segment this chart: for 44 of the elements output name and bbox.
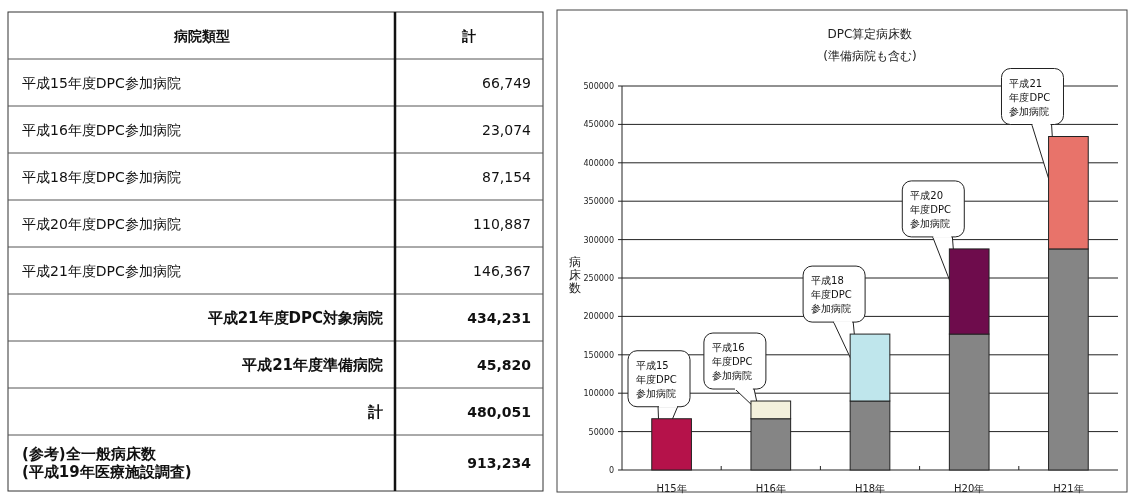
text: 計	[461, 27, 476, 44]
text: 87,154	[482, 168, 532, 185]
text: 平成21年度DPC対象病院	[206, 308, 383, 327]
x-tick-label: H21年	[1053, 483, 1084, 494]
text: 66,749	[482, 74, 531, 91]
annotation: 平成16年度DPC参加病院	[711, 342, 753, 382]
chart-subtitle: (準備病院も含む)	[823, 49, 917, 63]
chart-title: DPC算定病床数	[827, 27, 913, 41]
y-tick-label: 150000	[583, 350, 614, 360]
y-tick-label: 350000	[583, 197, 614, 207]
y-tick-label: 50000	[588, 427, 614, 437]
text: 平成18年度DPC参加病院	[22, 168, 181, 185]
text: 平成21年度DPC参加病院	[22, 262, 181, 279]
annotation: 平成15年度DPC参加病院	[636, 359, 677, 399]
text: 110,887	[473, 215, 531, 232]
x-tick-label: H18年	[854, 483, 886, 494]
y-tick-label: 100000	[583, 389, 614, 399]
x-tick-label: H20年	[954, 483, 985, 494]
text: 434,231	[467, 309, 531, 326]
text: 病院類型	[172, 27, 230, 44]
text: 平成20年度DPC参加病院	[22, 215, 181, 232]
y-tick-label: 500000	[583, 82, 614, 91]
annotation: 平成21年度DPC参加病院	[1009, 77, 1051, 117]
text: 45,820	[476, 356, 532, 373]
y-tick-label: 0	[608, 466, 614, 475]
y-axis-title: 病床数	[569, 255, 581, 295]
text: 平成15年度DPC参加病院	[22, 74, 181, 91]
text: 146,367	[473, 262, 531, 279]
text: 平成16年度DPC参加病院	[22, 121, 181, 138]
y-tick-label: 400000	[583, 158, 614, 168]
text: (参考)全一般病床数 (平成19年医療施設調査)	[22, 445, 192, 481]
x-tick-label: H16年	[755, 483, 786, 494]
y-tick-label: 250000	[583, 274, 614, 283]
text: 913,234	[467, 455, 532, 471]
y-tick-label: 450000	[583, 120, 614, 130]
x-tick-label: H15年	[656, 483, 687, 494]
text: 480,051	[467, 403, 531, 420]
text: 平成21年度準備病院	[241, 355, 383, 374]
y-tick-label: 200000	[583, 312, 614, 322]
annotation: 平成20年度DPC参加病院	[910, 189, 952, 229]
annotation: 平成18年度DPC参加病院	[811, 275, 852, 315]
text: 23,074	[482, 121, 532, 138]
y-tick-label: 300000	[583, 235, 614, 245]
text: 計	[367, 402, 383, 421]
